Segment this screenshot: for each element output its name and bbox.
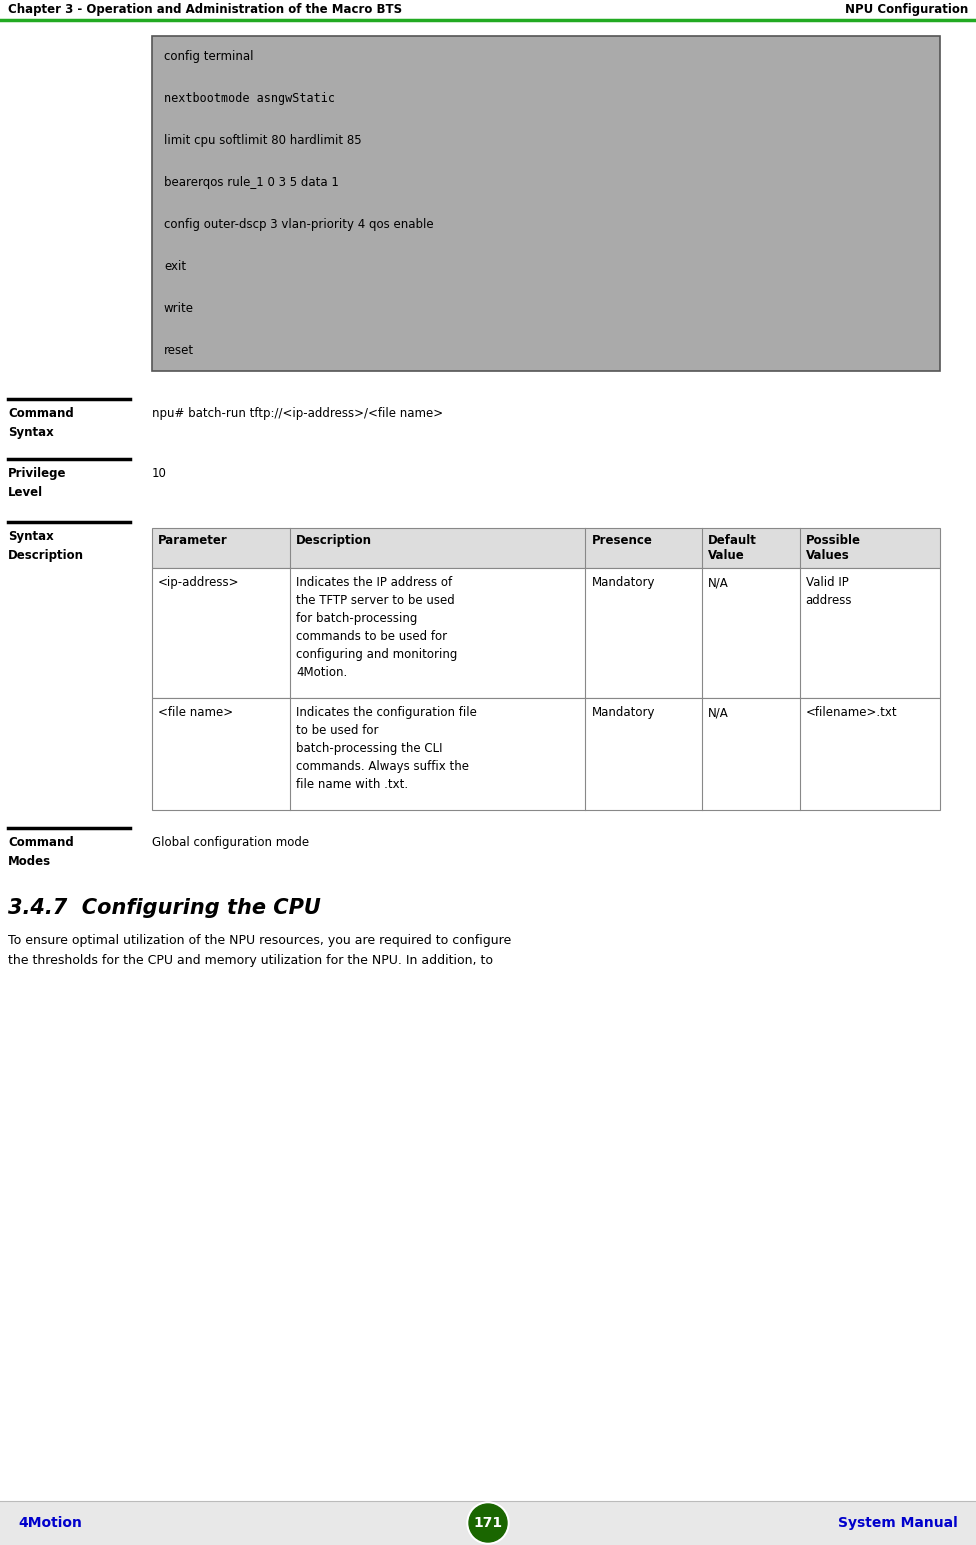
Text: N/A: N/A — [708, 576, 729, 589]
Bar — [0, 1502, 976, 1545]
Text: Command
Syntax: Command Syntax — [8, 406, 74, 439]
Text: Command
Modes: Command Modes — [8, 836, 74, 868]
Text: config outer-dscp 3 vlan-priority 4 qos enable: config outer-dscp 3 vlan-priority 4 qos … — [164, 218, 433, 232]
Text: Mandatory: Mandatory — [591, 706, 655, 718]
Text: Global configuration mode: Global configuration mode — [152, 836, 309, 850]
Bar — [152, 698, 940, 810]
Text: System Manual: System Manual — [838, 1516, 958, 1530]
Text: Description: Description — [296, 535, 372, 547]
Text: 10: 10 — [152, 467, 167, 480]
Circle shape — [469, 1503, 507, 1542]
Text: Presence: Presence — [591, 535, 652, 547]
Text: Parameter: Parameter — [158, 535, 227, 547]
Text: N/A: N/A — [708, 706, 729, 718]
Text: Default
Value: Default Value — [708, 535, 757, 562]
Text: 4Motion: 4Motion — [18, 1516, 82, 1530]
Text: Indicates the configuration file
to be used for
batch-processing the CLI
command: Indicates the configuration file to be u… — [296, 706, 476, 791]
Text: Valid IP
address: Valid IP address — [806, 576, 852, 607]
Text: nextbootmode asngwStatic: nextbootmode asngwStatic — [164, 93, 335, 105]
Circle shape — [467, 1502, 509, 1543]
Text: <filename>.txt: <filename>.txt — [806, 706, 897, 718]
Bar — [152, 528, 940, 569]
Text: NPU Configuration: NPU Configuration — [845, 3, 968, 15]
Text: Privilege
Level: Privilege Level — [8, 467, 66, 499]
Bar — [152, 36, 940, 371]
Text: <file name>: <file name> — [158, 706, 233, 718]
Text: write: write — [164, 301, 194, 315]
Text: config terminal: config terminal — [164, 49, 254, 63]
Text: bearerqos rule_1 0 3 5 data 1: bearerqos rule_1 0 3 5 data 1 — [164, 176, 339, 188]
Text: the thresholds for the CPU and memory utilization for the NPU. In addition, to: the thresholds for the CPU and memory ut… — [8, 953, 493, 967]
Text: npu# batch-run tftp://<ip-address>/<file name>: npu# batch-run tftp://<ip-address>/<file… — [152, 406, 443, 420]
Text: 3.4.7  Configuring the CPU: 3.4.7 Configuring the CPU — [8, 898, 321, 918]
Bar — [152, 569, 940, 698]
Text: reset: reset — [164, 345, 194, 357]
Text: exit: exit — [164, 260, 186, 273]
Text: Possible
Values: Possible Values — [806, 535, 861, 562]
Text: <ip-address>: <ip-address> — [158, 576, 239, 589]
Text: Mandatory: Mandatory — [591, 576, 655, 589]
Text: limit cpu softlimit 80 hardlimit 85: limit cpu softlimit 80 hardlimit 85 — [164, 134, 362, 147]
Text: Syntax
Description: Syntax Description — [8, 530, 84, 562]
Text: 171: 171 — [473, 1516, 503, 1530]
Text: Indicates the IP address of
the TFTP server to be used
for batch-processing
comm: Indicates the IP address of the TFTP ser… — [296, 576, 458, 678]
Text: To ensure optimal utilization of the NPU resources, you are required to configur: To ensure optimal utilization of the NPU… — [8, 935, 511, 947]
Text: Chapter 3 - Operation and Administration of the Macro BTS: Chapter 3 - Operation and Administration… — [8, 3, 402, 15]
